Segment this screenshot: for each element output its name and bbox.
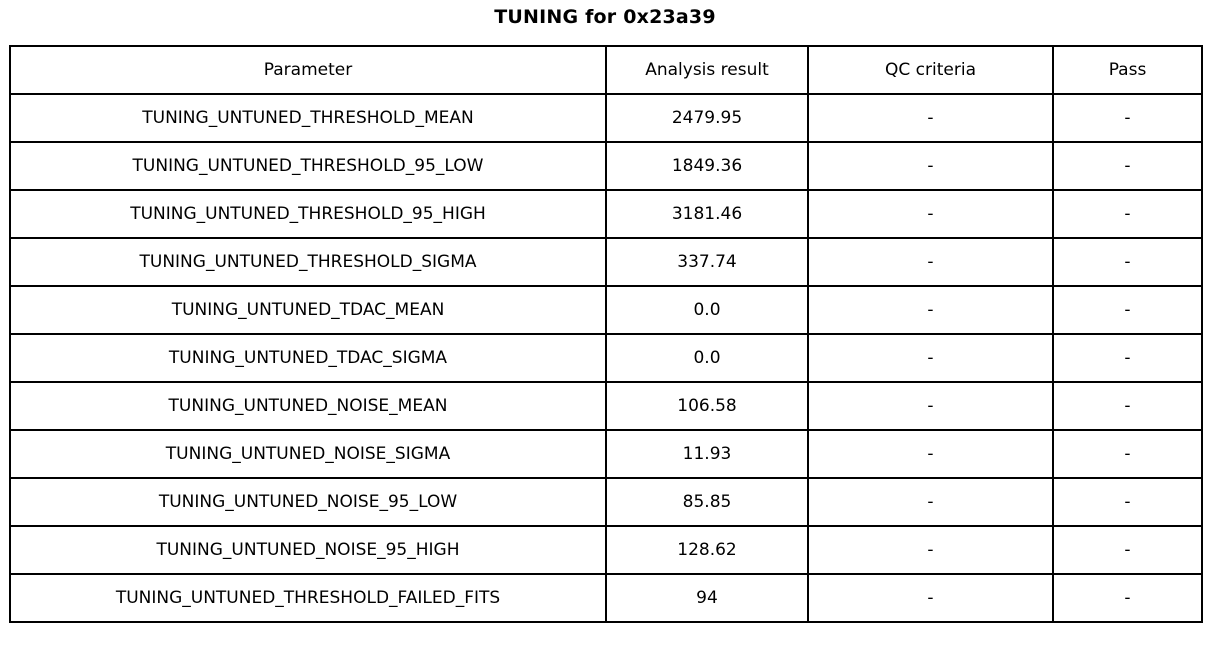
cell-parameter: TUNING_UNTUNED_NOISE_SIGMA	[9, 429, 607, 479]
table-row: TUNING_UNTUNED_TDAC_MEAN 0.0 - -	[9, 285, 1203, 335]
cell-pass: -	[1052, 477, 1203, 527]
table-row: TUNING_UNTUNED_THRESHOLD_95_LOW 1849.36 …	[9, 141, 1203, 191]
cell-pass: -	[1052, 285, 1203, 335]
cell-qc-criteria: -	[807, 525, 1054, 575]
column-header-qc-criteria: QC criteria	[807, 45, 1054, 95]
cell-analysis-result: 0.0	[605, 285, 809, 335]
cell-analysis-result: 0.0	[605, 333, 809, 383]
cell-parameter: TUNING_UNTUNED_THRESHOLD_95_LOW	[9, 141, 607, 191]
table-row: TUNING_UNTUNED_THRESHOLD_FAILED_FITS 94 …	[9, 573, 1203, 623]
table-header-row: Parameter Analysis result QC criteria Pa…	[9, 45, 1203, 95]
column-header-analysis-result: Analysis result	[605, 45, 809, 95]
table-row: TUNING_UNTUNED_THRESHOLD_95_HIGH 3181.46…	[9, 189, 1203, 239]
cell-analysis-result: 1849.36	[605, 141, 809, 191]
cell-parameter: TUNING_UNTUNED_TDAC_MEAN	[9, 285, 607, 335]
cell-parameter: TUNING_UNTUNED_NOISE_MEAN	[9, 381, 607, 431]
cell-parameter: TUNING_UNTUNED_NOISE_95_LOW	[9, 477, 607, 527]
column-header-pass: Pass	[1052, 45, 1203, 95]
cell-pass: -	[1052, 333, 1203, 383]
cell-qc-criteria: -	[807, 141, 1054, 191]
table-row: TUNING_UNTUNED_THRESHOLD_SIGMA 337.74 - …	[9, 237, 1203, 287]
cell-pass: -	[1052, 141, 1203, 191]
cell-pass: -	[1052, 573, 1203, 623]
cell-analysis-result: 2479.95	[605, 93, 809, 143]
cell-qc-criteria: -	[807, 237, 1054, 287]
cell-analysis-result: 85.85	[605, 477, 809, 527]
cell-parameter: TUNING_UNTUNED_TDAC_SIGMA	[9, 333, 607, 383]
cell-qc-criteria: -	[807, 285, 1054, 335]
cell-qc-criteria: -	[807, 477, 1054, 527]
cell-pass: -	[1052, 237, 1203, 287]
cell-analysis-result: 11.93	[605, 429, 809, 479]
column-header-parameter: Parameter	[9, 45, 607, 95]
cell-qc-criteria: -	[807, 429, 1054, 479]
cell-analysis-result: 337.74	[605, 237, 809, 287]
cell-pass: -	[1052, 93, 1203, 143]
cell-pass: -	[1052, 429, 1203, 479]
cell-analysis-result: 3181.46	[605, 189, 809, 239]
table-row: TUNING_UNTUNED_NOISE_95_HIGH 128.62 - -	[9, 525, 1203, 575]
cell-parameter: TUNING_UNTUNED_THRESHOLD_SIGMA	[9, 237, 607, 287]
cell-pass: -	[1052, 189, 1203, 239]
chart-title: TUNING for 0x23a39	[494, 6, 716, 28]
cell-analysis-result: 128.62	[605, 525, 809, 575]
cell-parameter: TUNING_UNTUNED_THRESHOLD_95_HIGH	[9, 189, 607, 239]
cell-qc-criteria: -	[807, 381, 1054, 431]
qc-results-table: Parameter Analysis result QC criteria Pa…	[9, 45, 1203, 623]
cell-parameter: TUNING_UNTUNED_THRESHOLD_FAILED_FITS	[9, 573, 607, 623]
table-row: TUNING_UNTUNED_TDAC_SIGMA 0.0 - -	[9, 333, 1203, 383]
cell-qc-criteria: -	[807, 333, 1054, 383]
cell-qc-criteria: -	[807, 189, 1054, 239]
cell-pass: -	[1052, 525, 1203, 575]
cell-analysis-result: 94	[605, 573, 809, 623]
cell-pass: -	[1052, 381, 1203, 431]
table-row: TUNING_UNTUNED_NOISE_SIGMA 11.93 - -	[9, 429, 1203, 479]
cell-qc-criteria: -	[807, 93, 1054, 143]
cell-parameter: TUNING_UNTUNED_NOISE_95_HIGH	[9, 525, 607, 575]
cell-qc-criteria: -	[807, 573, 1054, 623]
cell-analysis-result: 106.58	[605, 381, 809, 431]
table-row: TUNING_UNTUNED_THRESHOLD_MEAN 2479.95 - …	[9, 93, 1203, 143]
table-row: TUNING_UNTUNED_NOISE_95_LOW 85.85 - -	[9, 477, 1203, 527]
table-row: TUNING_UNTUNED_NOISE_MEAN 106.58 - -	[9, 381, 1203, 431]
cell-parameter: TUNING_UNTUNED_THRESHOLD_MEAN	[9, 93, 607, 143]
